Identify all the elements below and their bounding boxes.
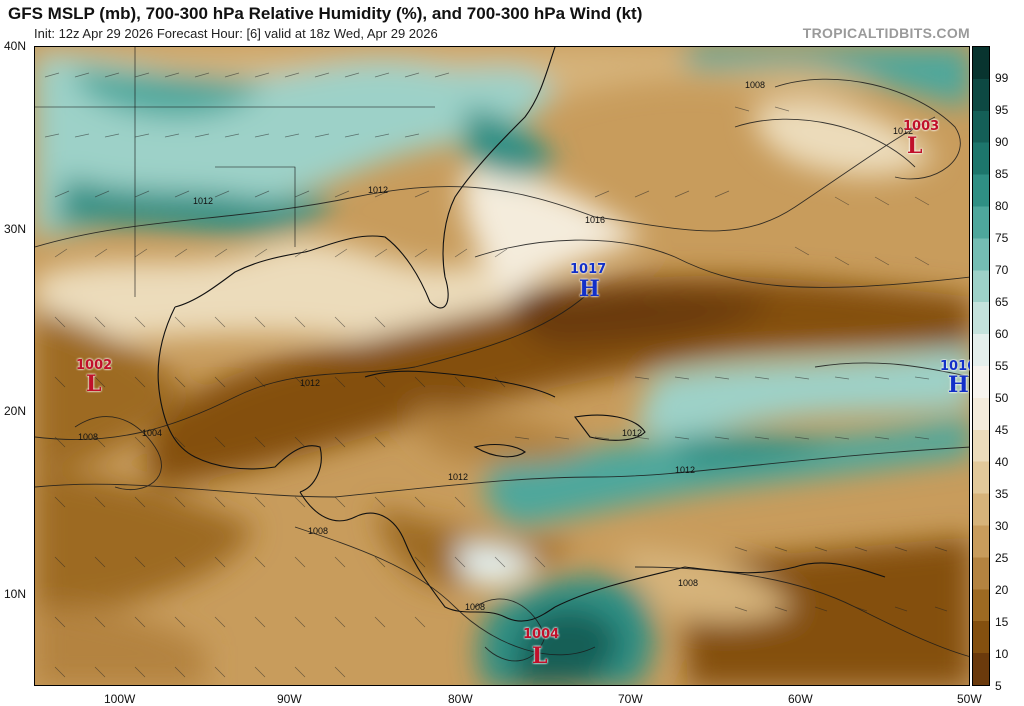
colorbar-tick-label: 30 bbox=[995, 519, 1009, 533]
low-pressure-value: 1002 bbox=[76, 358, 113, 373]
colorbar-tick-label: 35 bbox=[995, 487, 1009, 501]
brand-watermark: TROPICALTIDBITS.COM bbox=[802, 25, 970, 41]
lon-label-90w: 90W bbox=[277, 692, 302, 706]
isobar-label: 1008 bbox=[465, 602, 486, 612]
colorbar-tick-label: 65 bbox=[995, 295, 1009, 309]
low-pressure-marker: L bbox=[532, 643, 548, 669]
isobar-label: 1008 bbox=[308, 526, 329, 536]
isobar-label: 1012 bbox=[622, 428, 643, 438]
isobars bbox=[35, 78, 969, 662]
colorbar-tick-label: 5 bbox=[995, 679, 1002, 693]
isobar-label: 1012 bbox=[448, 472, 469, 482]
colorbar-tick-label: 20 bbox=[995, 583, 1009, 597]
colorbar-tick-label: 70 bbox=[995, 263, 1009, 277]
lon-label-80w: 80W bbox=[448, 692, 473, 706]
weather-map bbox=[34, 46, 970, 686]
colorbar-tick-label: 50 bbox=[995, 391, 1009, 405]
map-subtitle: Init: 12z Apr 29 2026 Forecast Hour: [6]… bbox=[34, 26, 438, 41]
lon-label-70w: 70W bbox=[618, 692, 643, 706]
lat-label-30n: 30N bbox=[4, 222, 27, 236]
lon-label-50w: 50W bbox=[957, 692, 982, 706]
colorbar-tick-label: 95 bbox=[995, 103, 1009, 117]
high-pressure-value: 1017 bbox=[570, 262, 607, 277]
isobar-label: 1016 bbox=[585, 215, 606, 225]
lat-label-10n: 10N bbox=[4, 587, 27, 601]
lon-label-60w: 60W bbox=[788, 692, 813, 706]
colorbar-tick-label: 25 bbox=[995, 551, 1009, 565]
low-pressure-value: 1004 bbox=[523, 627, 560, 642]
colorbar-tick-label: 90 bbox=[995, 135, 1009, 149]
low-pressure-marker: L bbox=[86, 371, 102, 397]
high-pressure-marker: H bbox=[948, 372, 969, 398]
colorbar-tick-label: 40 bbox=[995, 455, 1009, 469]
colorbar-tick-label: 60 bbox=[995, 327, 1009, 341]
lat-label-40n: 40N bbox=[4, 39, 27, 53]
lon-label-100w: 100W bbox=[104, 692, 136, 706]
isobar-label: 1012 bbox=[675, 465, 696, 475]
lat-label-20n: 20N bbox=[4, 404, 27, 418]
colorbar-tick-label: 55 bbox=[995, 359, 1009, 373]
isobar-label: 1008 bbox=[678, 578, 699, 588]
high-pressure-value: 1016 bbox=[940, 359, 970, 374]
isobar-label: 1008 bbox=[78, 432, 99, 442]
colorbar-tick-label: 85 bbox=[995, 167, 1009, 181]
isobar-label: 1012 bbox=[893, 126, 914, 136]
isobar-label: 1004 bbox=[142, 428, 163, 438]
colorbar-tick-label: 15 bbox=[995, 615, 1009, 629]
colorbar-tick-label: 75 bbox=[995, 231, 1009, 245]
colorbar-tick-label: 10 bbox=[995, 647, 1009, 661]
map-graphic bbox=[35, 47, 969, 685]
isobar-label: 1012 bbox=[193, 196, 214, 206]
high-pressure-marker: H bbox=[579, 276, 600, 302]
low-pressure-value: 1003 bbox=[903, 119, 940, 134]
wind-barbs bbox=[44, 72, 948, 678]
colorbar-tick-label: 45 bbox=[995, 423, 1009, 437]
isobar-label: 1012 bbox=[300, 378, 321, 388]
map-title: GFS MSLP (mb), 700-300 hPa Relative Humi… bbox=[8, 4, 643, 23]
isobar-label: 1012 bbox=[368, 185, 389, 195]
colorbar-tick-label: 99 bbox=[995, 71, 1009, 85]
colorbar-tick-label: 80 bbox=[995, 199, 1009, 213]
isobar-label: 1008 bbox=[745, 80, 766, 90]
humidity-colorbar bbox=[972, 46, 990, 686]
low-pressure-marker: L bbox=[907, 133, 923, 159]
